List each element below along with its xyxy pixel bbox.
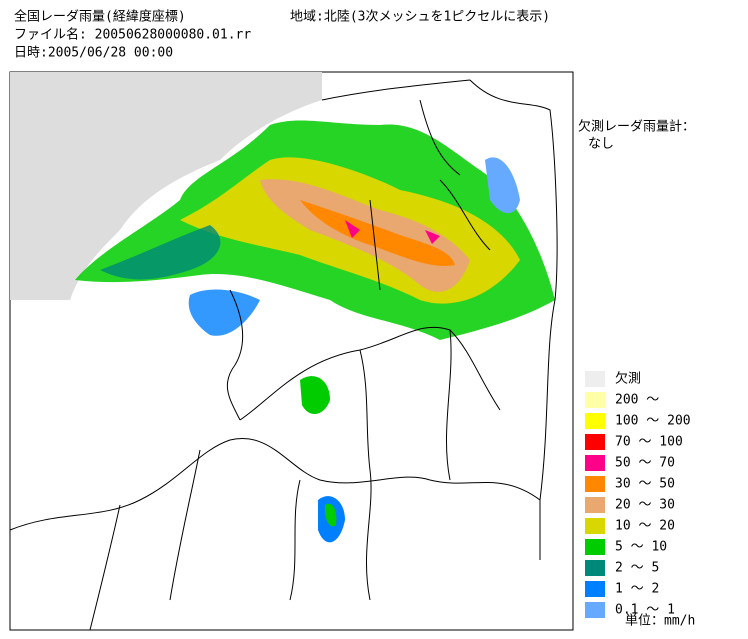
legend-label: 5 ～ 10 <box>615 540 667 555</box>
legend-swatch <box>585 497 605 513</box>
date: 日時:2005/06/28 00:00 <box>14 46 173 61</box>
map <box>9 71 574 631</box>
legend-label: 100 ～ 200 <box>615 414 691 429</box>
legend-label: 10 ～ 20 <box>615 519 675 534</box>
legend-swatch <box>585 581 605 597</box>
unit: 単位：mm/h <box>625 613 695 629</box>
legend-swatch <box>585 434 605 450</box>
title: 全国レーダ雨量(経緯度座標) <box>14 9 186 25</box>
legend-swatch <box>585 371 605 387</box>
legend-swatch <box>585 518 605 534</box>
legend-swatch <box>585 560 605 576</box>
legend-label: 0.1 ～ 1 <box>615 603 675 618</box>
legend-label: 20 ～ 30 <box>615 498 675 513</box>
legend: 欠測 200 ～ 100 ～ 200 70 ～ 100 50 ～ 70 30 ～ 50 20… <box>585 371 691 618</box>
legend-label: 2 ～ 5 <box>615 561 659 576</box>
file-name: ファイル名: 20050628000080.01.rr <box>14 27 251 43</box>
legend-label: 30 ～ 50 <box>615 477 675 492</box>
legend-label: 50 ～ 70 <box>615 456 675 471</box>
missing-label: 欠測レーダ雨量計： <box>578 119 695 135</box>
legend-swatch <box>585 539 605 555</box>
legend-swatch <box>585 413 605 429</box>
legend-label: 70 ～ 100 <box>615 435 683 450</box>
legend-swatch <box>585 602 605 618</box>
legend-label: 欠測 <box>615 371 641 387</box>
legend-label: 200 ～ <box>615 393 659 408</box>
legend-swatch <box>585 392 605 408</box>
legend-label: 1 ～ 2 <box>615 582 659 597</box>
region: 地域:北陸(3次メッシュを1ピクセルに表示) <box>290 9 550 25</box>
legend-swatch <box>585 476 605 492</box>
missing-value: なし <box>588 137 614 152</box>
legend-swatch <box>585 455 605 471</box>
